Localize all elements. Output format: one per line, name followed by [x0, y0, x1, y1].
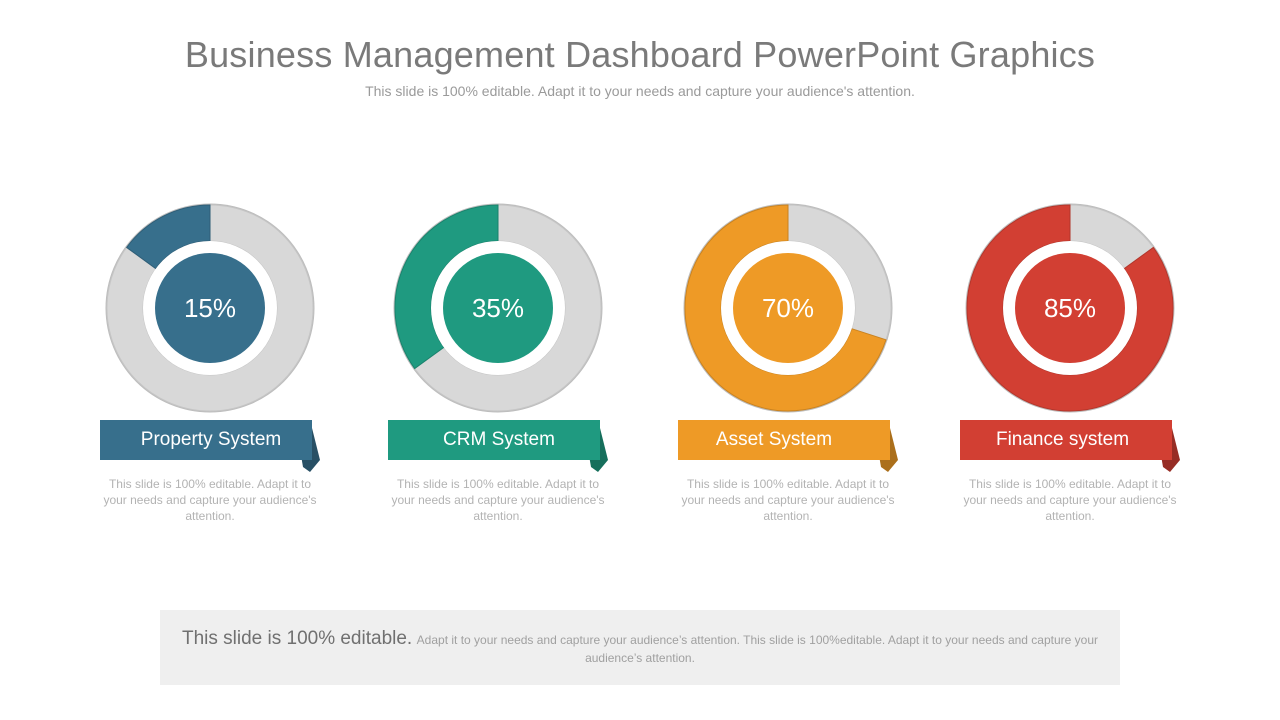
kpi-card: 35% CRM System This slide is 100% editab…: [378, 200, 618, 540]
center-badge: [1015, 253, 1125, 363]
ribbon-label: CRM System: [443, 429, 555, 450]
ribbon-label: Property System: [140, 429, 282, 450]
kpi-card: 85% Finance system This slide is 100% ed…: [950, 200, 1190, 540]
center-badge: [733, 253, 843, 363]
footer-strong-text: This slide is 100% editable.: [181, 628, 413, 649]
ribbon-band: [960, 420, 1172, 460]
kpi-card: 70% Asset System This slide is 100% edit…: [668, 200, 908, 540]
ribbon-band: [100, 420, 312, 460]
label-ribbon: CRM System: [378, 420, 618, 472]
kpi-card: 15% Property System This slide is 100% e…: [90, 200, 330, 540]
ribbon-band: [388, 420, 600, 460]
donut-chart: 15%: [105, 203, 315, 413]
ribbon-band: [678, 420, 890, 460]
center-badge: [443, 253, 553, 363]
footer-light-text: Adapt it to your needs and capture your …: [416, 633, 1099, 665]
footer-note: This slide is 100% editable. Adapt it to…: [160, 610, 1120, 685]
card-description: This slide is 100% editable. Adapt it to…: [391, 477, 605, 523]
donut-chart: 35%: [393, 203, 603, 413]
percent-label: 15%: [184, 293, 236, 323]
slide-title: Business Management Dashboard PowerPoint…: [184, 34, 1096, 75]
card-description: This slide is 100% editable. Adapt it to…: [681, 477, 895, 523]
donut-chart: 85%: [965, 203, 1175, 413]
percent-label: 85%: [1044, 293, 1096, 323]
center-badge: [155, 253, 265, 363]
percent-label: 35%: [472, 293, 524, 323]
ribbon-label: Asset System: [715, 429, 833, 450]
card-description: This slide is 100% editable. Adapt it to…: [963, 477, 1177, 523]
donut-chart: 70%: [683, 203, 893, 413]
slide-subtitle: This slide is 100% editable. Adapt it to…: [365, 83, 915, 99]
card-description: This slide is 100% editable. Adapt it to…: [103, 477, 317, 523]
label-ribbon: Property System: [90, 420, 330, 472]
label-ribbon: Finance system: [950, 420, 1190, 472]
percent-label: 70%: [762, 293, 814, 323]
ribbon-label: Finance system: [995, 429, 1130, 450]
label-ribbon: Asset System: [668, 420, 908, 472]
